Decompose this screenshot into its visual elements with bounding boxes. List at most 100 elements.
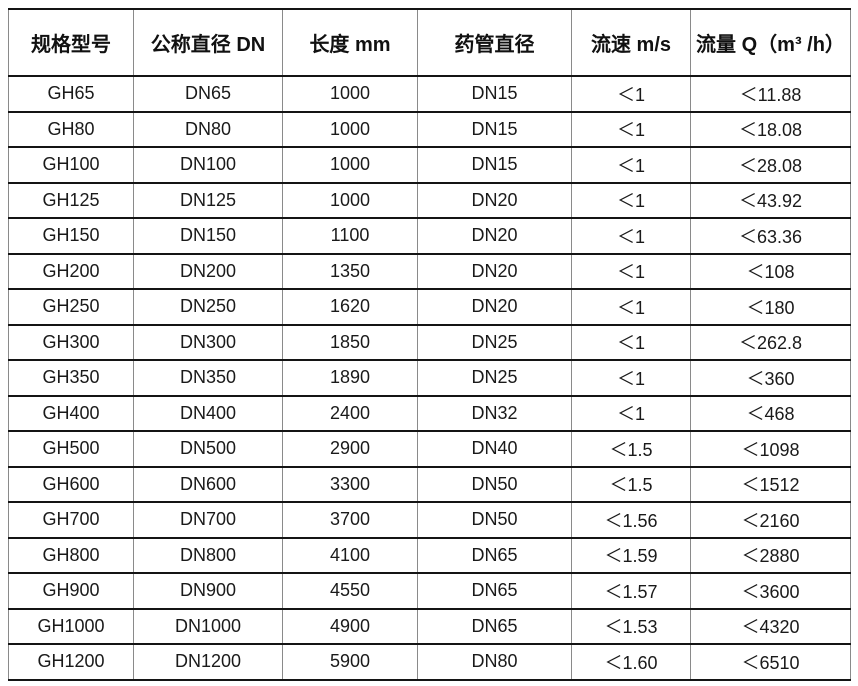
table-cell: ＜1.57	[571, 572, 691, 610]
table-row: GH350 DN350 1890 DN25 ＜1 ＜360	[8, 359, 851, 397]
table-cell: DN40	[417, 430, 572, 468]
table-cell: GH150	[8, 217, 134, 255]
table-cell: DN1000	[133, 607, 283, 645]
table-cell: ＜1.60	[571, 643, 691, 681]
column-header: 药管直径	[417, 8, 572, 77]
table-row: GH500 DN500 2900 DN40 ＜1.5 ＜1098	[8, 430, 851, 468]
table-cell: GH80	[8, 110, 134, 148]
table-cell: 1000	[282, 75, 418, 113]
table-cell: 4550	[282, 572, 418, 610]
table-cell: 1850	[282, 323, 418, 361]
table-cell: ＜6510	[690, 643, 851, 681]
table-cell: DN300	[133, 323, 283, 361]
table-cell: ＜18.08	[690, 110, 851, 148]
table-row: GH1200 DN1200 5900 DN80 ＜1.60 ＜6510	[8, 643, 851, 681]
table-cell: ＜28.08	[690, 146, 851, 184]
table-cell: GH700	[8, 501, 134, 539]
table-cell: DN800	[133, 536, 283, 574]
table-cell: DN20	[417, 217, 572, 255]
table-row: GH800 DN800 4100 DN65 ＜1.59 ＜2880	[8, 536, 851, 574]
table-cell: GH600	[8, 465, 134, 503]
table-cell: DN400	[133, 394, 283, 432]
table-cell: GH350	[8, 359, 134, 397]
table-cell: DN65	[133, 75, 283, 113]
table-row: GH400 DN400 2400 DN32 ＜1 ＜468	[8, 394, 851, 432]
table-row: GH900 DN900 4550 DN65 ＜1.57 ＜3600	[8, 572, 851, 610]
table-cell: GH800	[8, 536, 134, 574]
table-cell: 1100	[282, 217, 418, 255]
table-cell: ＜1.5	[571, 465, 691, 503]
table-cell: 1350	[282, 252, 418, 290]
table-cell: 5900	[282, 643, 418, 681]
table-cell: DN700	[133, 501, 283, 539]
table-row: GH1000 DN1000 4900 DN65 ＜1.53 ＜4320	[8, 607, 851, 645]
column-header: 流速 m/s	[571, 8, 691, 77]
table-cell: DN65	[417, 536, 572, 574]
table-cell: 1890	[282, 359, 418, 397]
table-cell: GH125	[8, 181, 134, 219]
table-cell: ＜4320	[690, 607, 851, 645]
table-row: GH100 DN100 1000 DN15 ＜1 ＜28.08	[8, 146, 851, 184]
table-row: GH300 DN300 1850 DN25 ＜1 ＜262.8	[8, 323, 851, 361]
table-cell: 1000	[282, 146, 418, 184]
table-head: 规格型号 公称直径 DN 长度 mm 药管直径 流速 m/s 流量 Q（m³ /h）	[8, 8, 851, 77]
table-cell: GH100	[8, 146, 134, 184]
table-cell: GH1200	[8, 643, 134, 681]
spec-table: 规格型号 公称直径 DN 长度 mm 药管直径 流速 m/s 流量 Q（m³ /h） GH…	[8, 8, 851, 681]
table-cell: DN250	[133, 288, 283, 326]
table-cell: GH65	[8, 75, 134, 113]
table-cell: 1000	[282, 181, 418, 219]
table-cell: GH250	[8, 288, 134, 326]
table-cell: ＜43.92	[690, 181, 851, 219]
table-cell: ＜468	[690, 394, 851, 432]
table-cell: ＜1.56	[571, 501, 691, 539]
table-cell: ＜108	[690, 252, 851, 290]
table-cell: DN50	[417, 501, 572, 539]
table-cell: ＜2880	[690, 536, 851, 574]
table-cell: GH400	[8, 394, 134, 432]
table-cell: ＜1	[571, 252, 691, 290]
table-cell: ＜1512	[690, 465, 851, 503]
table-cell: DN25	[417, 323, 572, 361]
table-cell: GH900	[8, 572, 134, 610]
table-cell: DN65	[417, 572, 572, 610]
table-cell: GH1000	[8, 607, 134, 645]
table-row: GH125 DN125 1000 DN20 ＜1 ＜43.92	[8, 181, 851, 219]
table-row: GH80 DN80 1000 DN15 ＜1 ＜18.08	[8, 110, 851, 148]
table-row: GH700 DN700 3700 DN50 ＜1.56 ＜2160	[8, 501, 851, 539]
table-row: GH250 DN250 1620 DN20 ＜1 ＜180	[8, 288, 851, 326]
table-cell: DN900	[133, 572, 283, 610]
table-cell: DN500	[133, 430, 283, 468]
table-cell: 2400	[282, 394, 418, 432]
column-header: 长度 mm	[282, 8, 418, 77]
table-cell: DN15	[417, 75, 572, 113]
table-cell: DN15	[417, 110, 572, 148]
table-cell: GH300	[8, 323, 134, 361]
table-cell: DN100	[133, 146, 283, 184]
table-cell: DN1200	[133, 643, 283, 681]
table-cell: ＜1	[571, 75, 691, 113]
table-cell: ＜1.5	[571, 430, 691, 468]
table-cell: GH200	[8, 252, 134, 290]
table-cell: 3300	[282, 465, 418, 503]
table-cell: ＜63.36	[690, 217, 851, 255]
table-cell: DN32	[417, 394, 572, 432]
table-cell: DN80	[417, 643, 572, 681]
table-cell: DN80	[133, 110, 283, 148]
table-cell: ＜1	[571, 323, 691, 361]
table-cell: 1620	[282, 288, 418, 326]
table-cell: ＜262.8	[690, 323, 851, 361]
table-cell: ＜1098	[690, 430, 851, 468]
table-cell: DN125	[133, 181, 283, 219]
table-cell: ＜1	[571, 181, 691, 219]
table-cell: ＜1	[571, 359, 691, 397]
table-cell: DN65	[417, 607, 572, 645]
column-header: 规格型号	[8, 8, 134, 77]
table-cell: ＜1.53	[571, 607, 691, 645]
table-row: GH65 DN65 1000 DN15 ＜1 ＜11.88	[8, 75, 851, 113]
table-cell: ＜1	[571, 110, 691, 148]
table-cell: DN350	[133, 359, 283, 397]
table-cell: ＜11.88	[690, 75, 851, 113]
table-cell: DN150	[133, 217, 283, 255]
